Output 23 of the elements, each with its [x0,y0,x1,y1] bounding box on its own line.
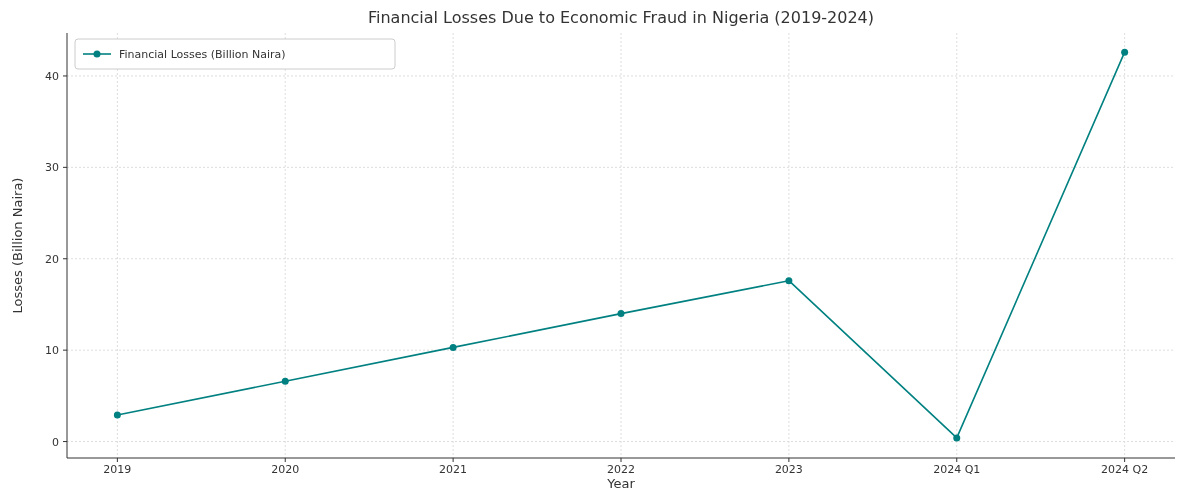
point [785,277,793,285]
y-tick-label: 10 [45,344,59,358]
y-axis-title: Losses (Billion Naira) [10,177,25,314]
x-tick-label: 2020 [271,463,300,476]
x-tick-label: 2022 [607,463,635,476]
y-tick-label: 30 [45,161,59,175]
point [1121,48,1129,56]
point [617,310,625,318]
point [113,411,121,419]
legend-label: Financial Losses (Billion Naira) [119,48,286,61]
y-tick-label: 20 [45,252,59,266]
point [449,343,457,351]
x-tick-label: 2021 [439,463,468,476]
x-tick-label: 2019 [103,463,132,476]
x-axis-title: Year [606,476,636,491]
x-tick-label: 2024 Q2 [1101,463,1149,476]
chart-title: Financial Losses Due to Economic Fraud in Nigeria (2019-2024) [367,8,875,27]
x-tick-label: 2023 [774,463,803,476]
point [953,434,961,442]
x-tick-label: 2024 Q1 [933,463,981,476]
y-tick-label: 40 [45,69,59,83]
point [281,377,289,385]
y-tick-label: 0 [52,435,59,449]
